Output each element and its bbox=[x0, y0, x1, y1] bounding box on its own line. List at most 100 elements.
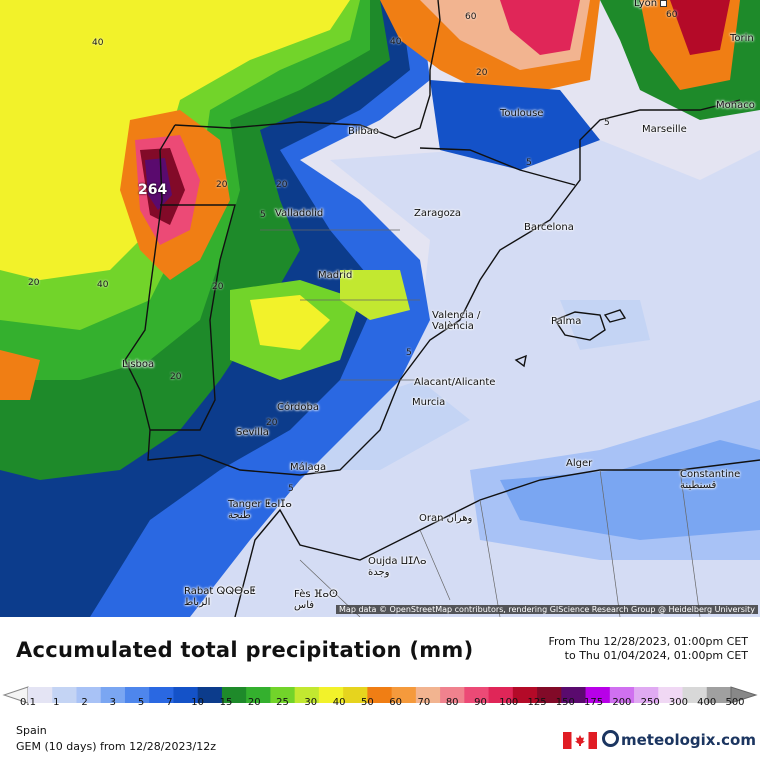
contour-label: 40 bbox=[97, 280, 109, 290]
legend-tick-label: 70 bbox=[417, 697, 431, 708]
contour-label: 60 bbox=[666, 10, 678, 20]
legend-tick-label: 80 bbox=[445, 697, 459, 708]
legend-tick-label: 175 bbox=[584, 697, 604, 708]
valid-period: From Thu 12/28/2023, 01:00pm CET to Thu … bbox=[548, 635, 748, 663]
city-label: Palma bbox=[551, 316, 582, 327]
contour-label: 5 bbox=[406, 348, 412, 358]
contour-label: 5 bbox=[604, 118, 610, 128]
legend-swatch bbox=[488, 687, 514, 703]
contour-label: 20 bbox=[28, 278, 40, 288]
legend-tick-label: 2 bbox=[81, 697, 88, 708]
contour-label: 20 bbox=[476, 68, 488, 78]
legend-swatch bbox=[246, 687, 271, 703]
legend-swatch bbox=[52, 687, 77, 703]
city-label: Valladolid bbox=[275, 208, 324, 219]
legend-swatch bbox=[28, 687, 53, 703]
legend-tick-label: 30 bbox=[304, 697, 318, 708]
legend-swatch bbox=[512, 687, 538, 703]
city-label: Rabat ⵕⵕⴱⴰⵟ الرباط bbox=[184, 586, 256, 608]
model-run-label: GEM (10 days) from 12/28/2023/12z bbox=[16, 740, 216, 753]
legend-tick-label: 40 bbox=[332, 697, 346, 708]
city-label: Torin bbox=[730, 33, 754, 44]
legend-tick-label: 150 bbox=[555, 697, 575, 708]
city-label: Monaco bbox=[716, 100, 755, 111]
city-label: Valencia / València bbox=[432, 310, 481, 332]
city-label: Zaragoza bbox=[414, 208, 462, 219]
contour-label: 20 bbox=[212, 282, 224, 292]
map-attribution: Map data © OpenStreetMap contributors, r… bbox=[336, 605, 758, 614]
legend-swatch bbox=[440, 687, 465, 703]
brand-logo-icon bbox=[602, 730, 619, 747]
legend-swatch bbox=[634, 687, 659, 703]
legend-tick-label: 300 bbox=[668, 697, 688, 708]
legend-tick-label: 25 bbox=[276, 697, 289, 708]
contour-label: 40 bbox=[390, 37, 402, 47]
legend-swatch bbox=[76, 687, 102, 703]
contour-label: 40 bbox=[92, 38, 104, 48]
max-value-label: 264 bbox=[138, 182, 168, 198]
legend-tick-label: 7 bbox=[166, 697, 173, 708]
region-label: Spain bbox=[16, 724, 47, 737]
city-label: Alger bbox=[566, 458, 593, 469]
city-label: Málaga bbox=[290, 462, 327, 473]
legend-tick-label: 10 bbox=[191, 697, 205, 708]
legend-tick-label: 20 bbox=[247, 697, 261, 708]
period-from: From Thu 12/28/2023, 01:00pm CET bbox=[548, 635, 748, 648]
legend-arrow-right bbox=[730, 686, 758, 704]
legend-tick-label: 50 bbox=[360, 697, 374, 708]
city-label: Fès ⴼⴰⵙ فاس bbox=[294, 589, 338, 611]
city-label: Lyon bbox=[634, 0, 668, 9]
legend-swatch bbox=[609, 687, 635, 703]
legend-tick-label: 200 bbox=[612, 697, 632, 708]
legend-swatch bbox=[100, 687, 126, 703]
contour-label: 20 bbox=[266, 418, 278, 428]
city-label: Oujda ⵡⵊⴷⴰ وجدة bbox=[368, 556, 427, 578]
legend-swatch bbox=[682, 687, 708, 703]
chart-title: Accumulated total precipitation (mm) bbox=[16, 638, 474, 662]
city-label: Córdoba bbox=[277, 402, 319, 413]
legend-swatch bbox=[464, 687, 490, 703]
color-legend bbox=[2, 686, 758, 704]
legend-tick-label: 3 bbox=[109, 697, 117, 708]
precipitation-field bbox=[0, 0, 760, 617]
brand-logo[interactable]: meteologix.com bbox=[602, 730, 756, 749]
city-label: Lisboa bbox=[122, 359, 155, 370]
city-label: Alacant/Alicante bbox=[414, 377, 496, 388]
legend-swatch bbox=[537, 687, 562, 703]
legend-swatch bbox=[124, 687, 150, 703]
contour-label: 5 bbox=[288, 484, 294, 494]
legend-swatch bbox=[173, 687, 199, 703]
legend-swatch bbox=[318, 687, 344, 703]
contour-label: 5 bbox=[526, 158, 532, 168]
legend-swatch bbox=[706, 687, 732, 703]
legend-swatch bbox=[415, 687, 441, 703]
legend-swatch bbox=[294, 687, 320, 703]
legend-tick-label: 400 bbox=[697, 697, 717, 708]
city-label: Oran وهران bbox=[419, 513, 473, 524]
precipitation-map[interactable]: Lyon Torin Monaco Bilbao Toulouse Marsei… bbox=[0, 0, 760, 617]
legend-swatch bbox=[221, 687, 247, 703]
legend-tick-label: 250 bbox=[640, 697, 660, 708]
legend-tick-label: 5 bbox=[137, 697, 145, 708]
legend-tick-label: 90 bbox=[474, 697, 487, 708]
city-label: Bilbao bbox=[348, 126, 380, 137]
contour-label: 5 bbox=[260, 210, 266, 220]
legend-tick-label: 500 bbox=[725, 697, 745, 708]
legend-swatch bbox=[149, 687, 174, 703]
legend-tick-labels: 0.1 1 2 3 5 7 10 15 20 25 30 40 50 60 70 80 90 100 125 150 1… bbox=[0, 697, 760, 711]
legend-swatch bbox=[197, 687, 223, 703]
legend-swatch bbox=[658, 687, 684, 703]
canada-flag-icon bbox=[563, 732, 597, 749]
contour-label: 20 bbox=[276, 180, 288, 190]
city-label: Madrid bbox=[318, 270, 353, 281]
legend-swatch bbox=[561, 687, 587, 703]
legend-tick-label: 60 bbox=[389, 697, 402, 708]
city-label: Toulouse bbox=[500, 108, 544, 119]
legend-tick-label: 125 bbox=[527, 697, 547, 708]
city-label: Constantine قسنطينة bbox=[680, 469, 741, 491]
contour-label: 20 bbox=[170, 372, 182, 382]
legend-swatch bbox=[343, 687, 368, 703]
city-label: Sevilla bbox=[236, 427, 269, 438]
period-to: to Thu 01/04/2024, 01:00pm CET bbox=[564, 649, 748, 662]
legend-tick-label: 15 bbox=[219, 697, 233, 708]
